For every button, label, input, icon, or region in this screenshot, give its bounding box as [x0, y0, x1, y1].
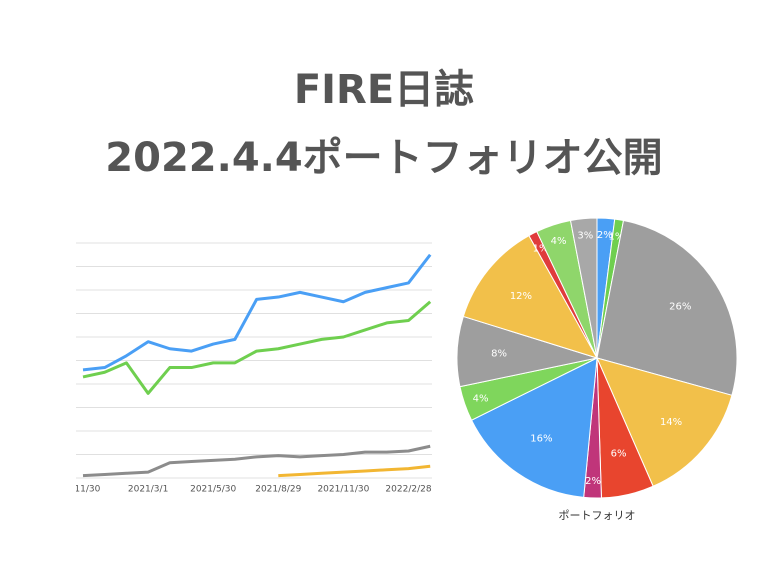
x-tick-label: 2021/11/30 — [317, 485, 369, 495]
series-line — [82, 253, 432, 372]
x-tick-label: 2021/3/1 — [128, 485, 168, 495]
slice-label: 1% — [533, 243, 549, 254]
slice-label: 2% — [585, 476, 601, 487]
slice-label: 12% — [510, 291, 532, 302]
subtitle: 2022.4.4ポートフォリオ公開 — [105, 135, 662, 181]
series-line — [82, 300, 432, 395]
pie-slice — [470, 357, 598, 498]
slice-label: 1% — [609, 231, 625, 242]
plot: 0/11/30 2021/3/1 2021/5/30 2021/8/29 2021/11… — [66, 242, 432, 495]
pie-slice — [462, 234, 599, 359]
slice-label: 2% — [597, 230, 613, 241]
pie-slice — [596, 219, 738, 396]
x-tick-label: 0/11/30 — [66, 485, 101, 495]
x-tick-label: 2021/8/29 — [255, 485, 301, 495]
title: FIRE日誌 — [294, 67, 474, 113]
slice-label: 4% — [551, 236, 567, 247]
pie-slice — [569, 217, 598, 359]
slice-label: 26% — [669, 301, 691, 312]
slice-label: 8% — [491, 348, 507, 359]
series-line — [82, 444, 431, 478]
slice-label: 3% — [577, 230, 593, 241]
slice-label: 6% — [611, 449, 627, 460]
line-chart: 0/11/30 2021/3/1 2021/5/30 2021/8/29 2021/11… — [66, 242, 432, 495]
series-line — [278, 464, 431, 478]
x-tick-label: 2022/2/28 — [385, 485, 431, 495]
legend-label: ポートフォリオ — [559, 509, 636, 522]
slice-label: 4% — [473, 393, 489, 404]
slice-label: 14% — [660, 417, 682, 428]
slice-label: 16% — [530, 434, 552, 445]
x-tick-label: 2021/5/30 — [190, 485, 236, 495]
pie-chart: 2%1%26%14%6%2%16%4%8%12%1%4%3%ポートフォリオ — [456, 217, 738, 522]
pie-slice — [596, 357, 733, 487]
